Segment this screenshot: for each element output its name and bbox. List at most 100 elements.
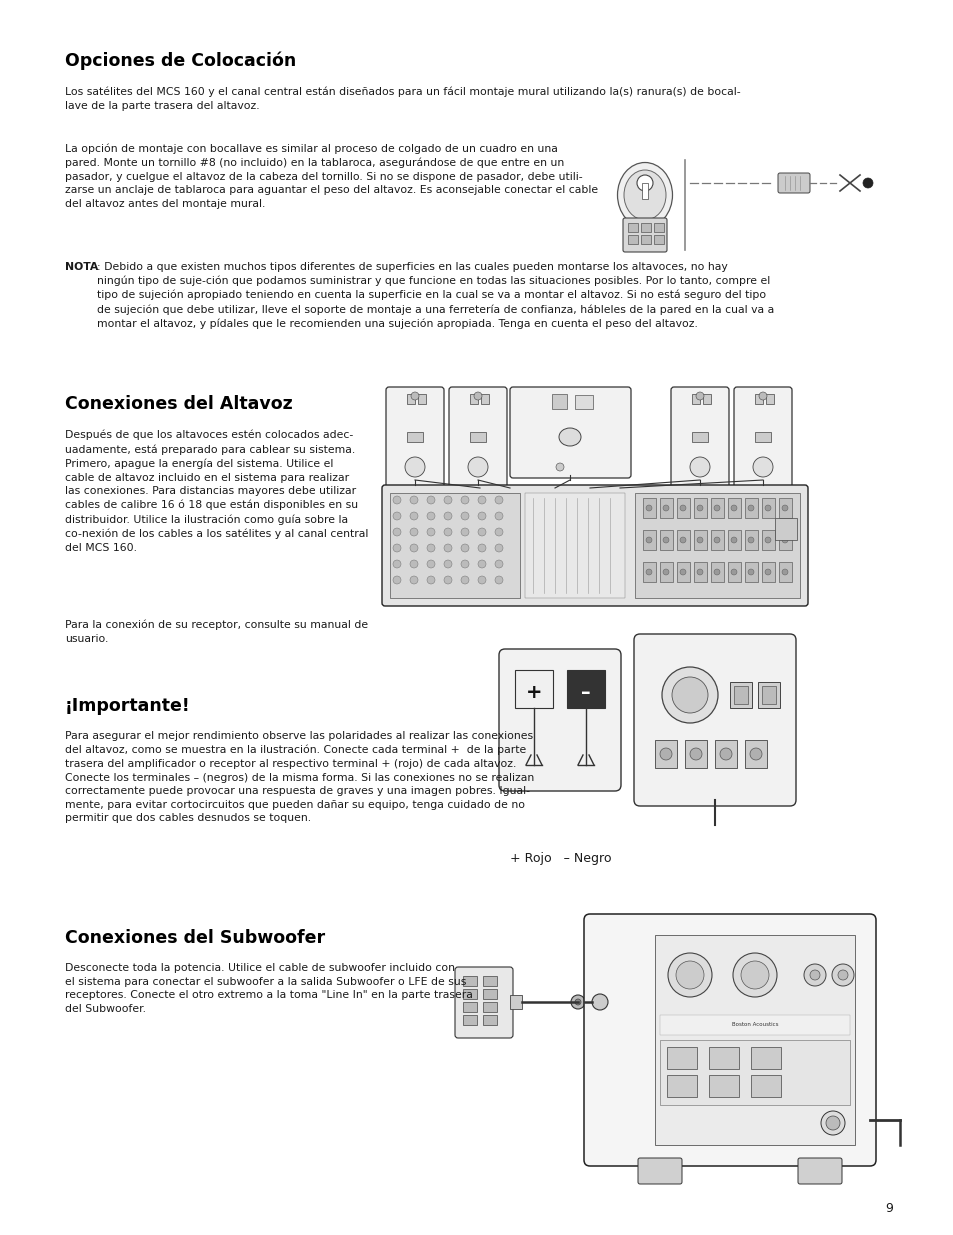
Bar: [754, 432, 770, 442]
Circle shape: [393, 513, 400, 520]
FancyBboxPatch shape: [386, 387, 443, 488]
Bar: [575, 395, 593, 409]
Bar: [761, 498, 774, 517]
Circle shape: [831, 965, 853, 986]
Circle shape: [592, 994, 607, 1010]
Circle shape: [645, 537, 651, 543]
Text: 9: 9: [884, 1202, 892, 1215]
Circle shape: [393, 543, 400, 552]
Circle shape: [697, 537, 702, 543]
FancyBboxPatch shape: [778, 173, 809, 193]
Bar: [666, 1074, 697, 1097]
Bar: [407, 394, 415, 404]
Bar: [659, 1015, 849, 1035]
Bar: [666, 1047, 697, 1070]
Circle shape: [443, 529, 452, 536]
Bar: [727, 498, 740, 517]
Circle shape: [495, 496, 502, 504]
Bar: [482, 1002, 497, 1011]
Bar: [765, 394, 773, 404]
Circle shape: [443, 576, 452, 584]
Circle shape: [645, 569, 651, 576]
Circle shape: [495, 576, 502, 584]
Bar: [744, 530, 758, 550]
Bar: [677, 530, 689, 550]
Circle shape: [556, 463, 563, 471]
Bar: [659, 562, 672, 582]
Circle shape: [759, 391, 766, 400]
Bar: [710, 530, 723, 550]
Bar: [677, 498, 689, 517]
Bar: [758, 682, 780, 708]
Bar: [462, 1015, 476, 1025]
Circle shape: [697, 569, 702, 576]
Circle shape: [427, 496, 435, 504]
Circle shape: [781, 537, 787, 543]
Circle shape: [696, 391, 703, 400]
Bar: [462, 1002, 476, 1011]
Bar: [482, 976, 497, 986]
Text: Conexiones del Subwoofer: Conexiones del Subwoofer: [65, 929, 325, 947]
Circle shape: [713, 505, 720, 511]
Circle shape: [752, 457, 772, 477]
Circle shape: [679, 505, 685, 511]
Circle shape: [747, 537, 753, 543]
Bar: [659, 530, 672, 550]
FancyBboxPatch shape: [381, 485, 807, 606]
Bar: [744, 562, 758, 582]
Bar: [390, 493, 519, 598]
Circle shape: [495, 543, 502, 552]
Bar: [693, 562, 706, 582]
Bar: [659, 498, 672, 517]
Bar: [654, 235, 663, 245]
Bar: [470, 432, 485, 442]
Ellipse shape: [558, 429, 580, 446]
Bar: [750, 1074, 781, 1097]
Bar: [750, 1047, 781, 1070]
Circle shape: [410, 529, 417, 536]
FancyBboxPatch shape: [510, 387, 630, 478]
Circle shape: [697, 505, 702, 511]
FancyBboxPatch shape: [634, 634, 795, 806]
Circle shape: [637, 175, 652, 191]
Circle shape: [474, 391, 481, 400]
Bar: [761, 685, 775, 704]
Bar: [654, 224, 663, 232]
Circle shape: [747, 569, 753, 576]
Circle shape: [468, 457, 488, 477]
Circle shape: [689, 748, 701, 760]
Circle shape: [730, 537, 737, 543]
Text: Para asegurar el mejor rendimiento observe las polaridades al realizar las conex: Para asegurar el mejor rendimiento obser…: [65, 731, 534, 824]
Bar: [693, 498, 706, 517]
Circle shape: [749, 748, 761, 760]
Circle shape: [393, 559, 400, 568]
Bar: [566, 671, 604, 708]
Text: –: –: [580, 683, 590, 703]
Circle shape: [477, 513, 485, 520]
Bar: [515, 671, 553, 708]
FancyBboxPatch shape: [638, 1158, 681, 1184]
Circle shape: [477, 529, 485, 536]
Circle shape: [732, 953, 776, 997]
Circle shape: [410, 559, 417, 568]
Circle shape: [679, 537, 685, 543]
Bar: [462, 976, 476, 986]
Circle shape: [713, 537, 720, 543]
FancyBboxPatch shape: [622, 219, 666, 252]
Circle shape: [393, 576, 400, 584]
Circle shape: [410, 543, 417, 552]
Bar: [729, 682, 751, 708]
Circle shape: [667, 953, 711, 997]
Bar: [677, 562, 689, 582]
Bar: [642, 530, 656, 550]
Bar: [708, 1047, 739, 1070]
Text: Los satélites del MCS 160 y el canal central están diseñados para un fácil monta: Los satélites del MCS 160 y el canal cen…: [65, 86, 740, 111]
Bar: [691, 394, 700, 404]
Bar: [642, 498, 656, 517]
Text: Desconecte toda la potencia. Utilice el cable de subwoofer incluido con
el siste: Desconecte toda la potencia. Utilice el …: [65, 963, 473, 1014]
Circle shape: [477, 559, 485, 568]
Text: Después de que los altavoces estén colocados adec-
uadamente, está preparado par: Después de que los altavoces estén coloc…: [65, 430, 368, 553]
Circle shape: [495, 513, 502, 520]
Ellipse shape: [617, 163, 672, 227]
Bar: [510, 995, 521, 1009]
